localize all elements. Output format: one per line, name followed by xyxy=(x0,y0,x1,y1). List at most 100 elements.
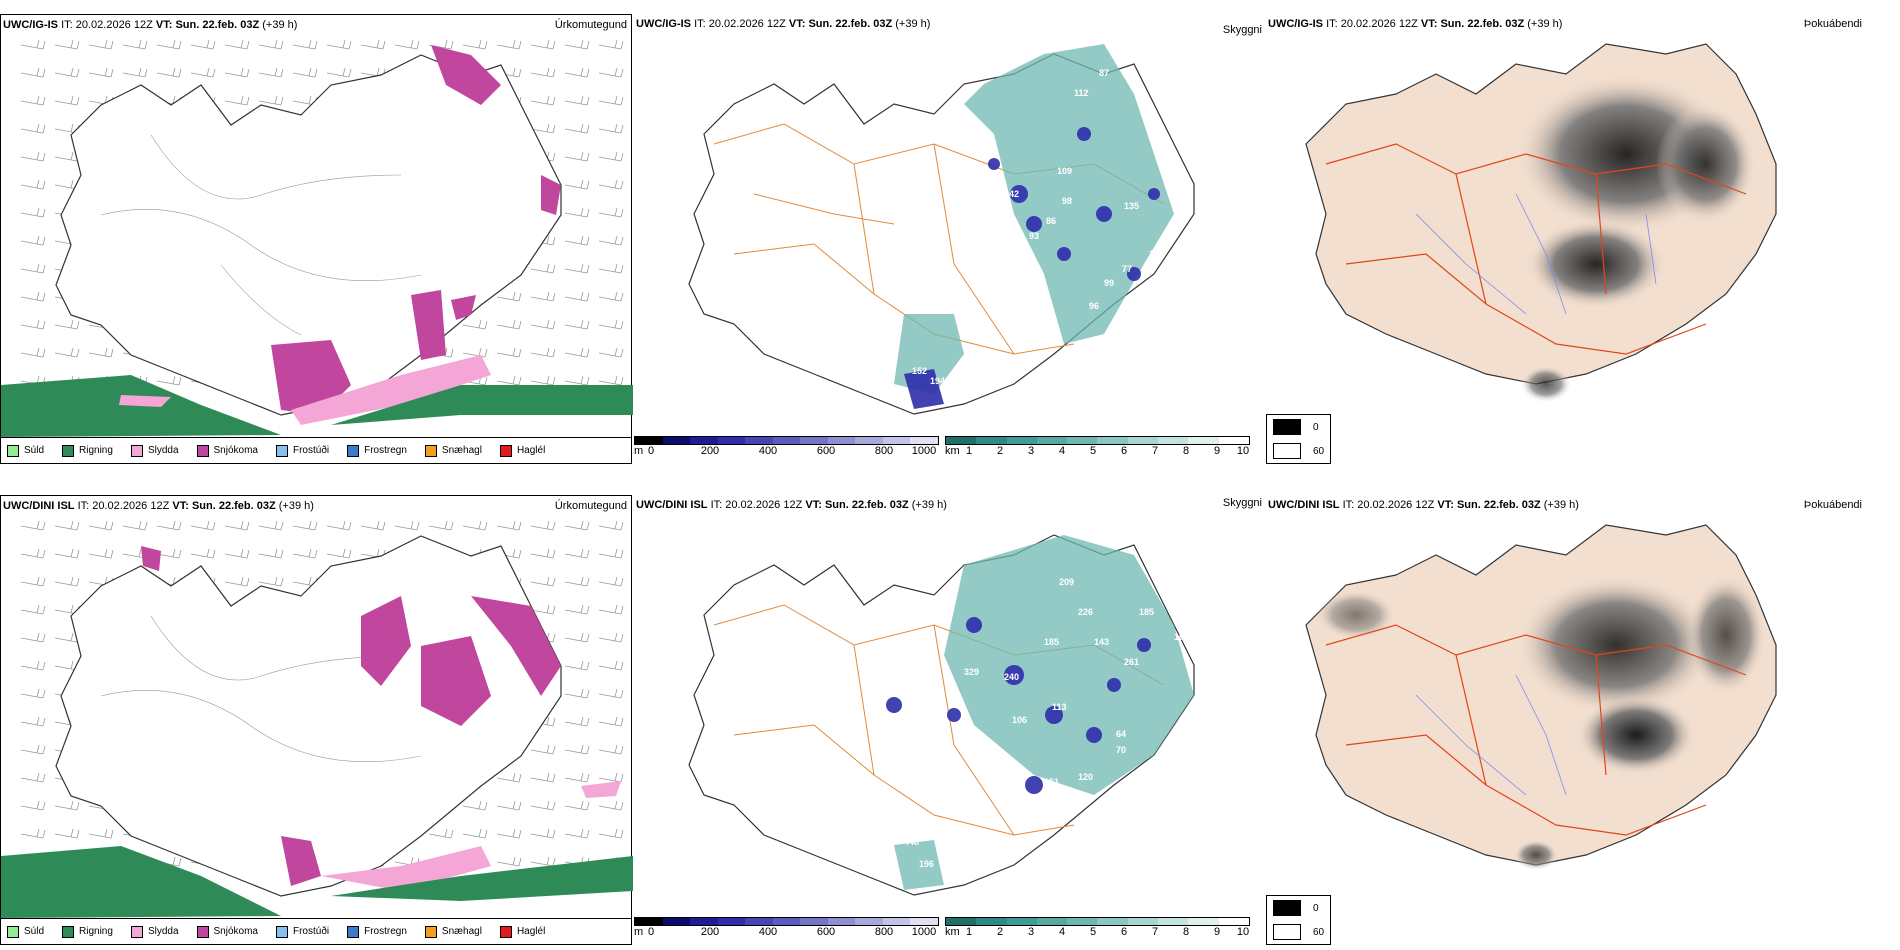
panel-title: UWC/DINI ISL IT: 20.02.2026 12Z VT: Sun.… xyxy=(636,499,947,511)
wind-barb xyxy=(564,660,590,671)
panel-title: UWC/IG-IS IT: 20.02.2026 12Z VT: Sun. 22… xyxy=(636,18,931,30)
precip-map xyxy=(1,520,633,918)
wind-barb xyxy=(20,576,46,587)
sleet-area xyxy=(291,355,491,425)
wind-barb xyxy=(462,39,488,50)
wind-barb xyxy=(20,207,46,218)
wind-barb xyxy=(122,67,148,78)
legend-item: Frostregn xyxy=(347,925,407,938)
legend-item: Frostúði xyxy=(275,444,329,457)
wind-barb xyxy=(598,744,624,755)
wind-barb xyxy=(564,151,590,162)
wind-barb xyxy=(564,123,590,134)
tick-label: 600 xyxy=(816,445,836,457)
legend-item: Súld xyxy=(7,925,44,938)
wind-barb xyxy=(598,291,624,302)
wind-barb xyxy=(530,291,556,302)
visibility-unit: km xyxy=(945,926,960,938)
wind-barb xyxy=(530,744,556,755)
wind-barb xyxy=(20,151,46,162)
tick-label: 0 xyxy=(647,926,655,938)
wind-barb xyxy=(360,39,386,50)
vis-label: 124 xyxy=(1134,301,1149,311)
wind-barb xyxy=(598,520,624,531)
wind-barb xyxy=(530,39,556,50)
wind-barb xyxy=(258,576,284,587)
tick-label: 6 xyxy=(1120,445,1128,457)
wind-barb xyxy=(20,123,46,134)
vis-label: 93 xyxy=(1029,231,1039,241)
wind-barb xyxy=(20,291,46,302)
wind-barb xyxy=(360,520,386,531)
snow-area-3 xyxy=(421,636,491,726)
wind-barb xyxy=(20,179,46,190)
wind-barb xyxy=(564,95,590,106)
visibility-colorbar: km 1 2 3 4 5 6 7 8 9 10 xyxy=(945,917,1250,939)
legend-swatch xyxy=(275,444,288,457)
vis-area-s xyxy=(894,840,944,890)
wind-barb xyxy=(598,576,624,587)
vis-label: 86 xyxy=(1046,216,1056,226)
wind-barb xyxy=(564,548,590,559)
tick-label: 1000 xyxy=(911,445,937,457)
wind-barb xyxy=(190,520,216,531)
wind-barb xyxy=(496,375,522,386)
wind-barb xyxy=(20,319,46,330)
legend-swatch xyxy=(424,444,437,457)
sleet-area-west xyxy=(119,395,171,407)
wind-barb xyxy=(564,319,590,330)
wind-barb xyxy=(598,828,624,839)
legend-swatch xyxy=(196,925,209,938)
visibility-map: 209 226 185 163 109 143 261 329 240 113 … xyxy=(688,534,1195,896)
wind-barb xyxy=(530,800,556,811)
wind-barb xyxy=(598,207,624,218)
legend-swatch xyxy=(499,925,512,938)
wind-barb xyxy=(20,347,46,358)
wind-barb xyxy=(122,39,148,50)
wind-barb xyxy=(258,95,284,106)
vis-label: 209 xyxy=(1059,577,1074,587)
wind-barb xyxy=(598,151,624,162)
snow-area-2 xyxy=(541,175,561,215)
legend-swatch xyxy=(499,444,512,457)
wind-barb xyxy=(598,123,624,134)
wind-barb xyxy=(88,548,114,559)
wind-barb xyxy=(564,688,590,699)
tick-label: 1000 xyxy=(911,926,937,938)
vis-label: 96 xyxy=(1089,301,1099,311)
legend-swatch xyxy=(130,925,143,938)
wind-barb xyxy=(564,179,590,190)
wind-barb xyxy=(496,856,522,867)
wind-barb xyxy=(258,67,284,78)
fog-panel-bottom: UWC/DINI ISL IT: 20.02.2026 12Z VT: Sun.… xyxy=(1266,495,1900,945)
wind-barb xyxy=(20,828,46,839)
wind-barb xyxy=(54,67,80,78)
legend-item: Frostregn xyxy=(347,444,407,457)
elevation-ticks: m 0 200 400 600 800 1000 xyxy=(634,445,939,458)
tick-label: 9 xyxy=(1213,445,1221,457)
wind-barb xyxy=(20,604,46,615)
wind-barb xyxy=(598,347,624,358)
wind-barb xyxy=(394,39,420,50)
vis-label: 185 xyxy=(1139,607,1154,617)
iceland-outline xyxy=(1305,524,1777,866)
tick-label: 6 xyxy=(1120,926,1128,938)
legend-item: Snæhagl xyxy=(424,925,482,938)
wind-barb xyxy=(88,828,114,839)
wind-barb xyxy=(292,39,318,50)
visibility-colorbar-strip xyxy=(945,917,1250,926)
snow-area-3 xyxy=(411,290,446,360)
vis-label: 185 xyxy=(1044,637,1059,647)
legend-item: Slydda xyxy=(130,925,179,938)
tick-label: 800 xyxy=(874,445,894,457)
wind-barb xyxy=(598,263,624,274)
wind-barb xyxy=(530,95,556,106)
wind-barb xyxy=(224,576,250,587)
wind-barb xyxy=(564,632,590,643)
wind-barb xyxy=(20,520,46,531)
wind-barb xyxy=(428,520,454,531)
wind-barb xyxy=(496,39,522,50)
elevation-unit: m xyxy=(634,445,644,457)
wind-barb xyxy=(598,548,624,559)
wind-barb xyxy=(190,548,216,559)
